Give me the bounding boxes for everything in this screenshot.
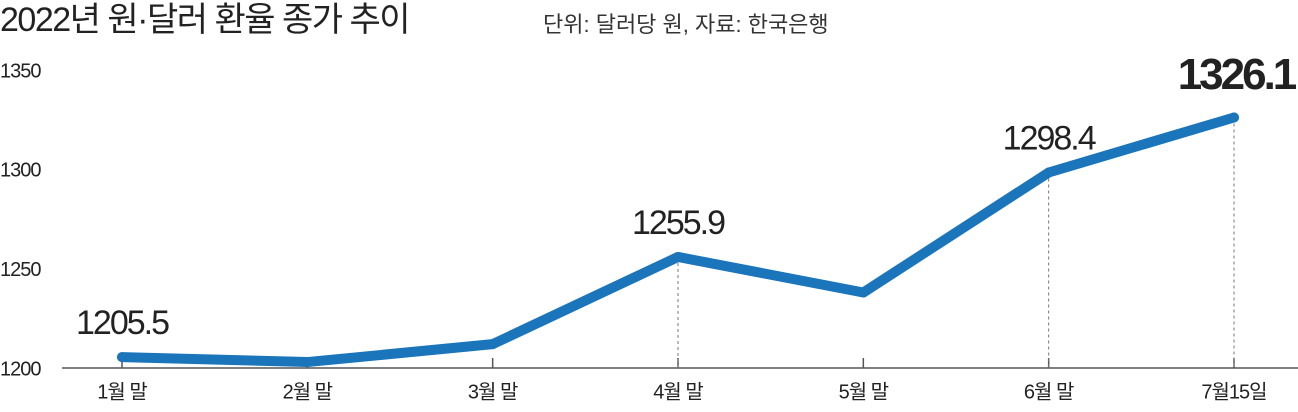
chart-subtitle: 단위: 달러당 원, 자료: 한국은행: [543, 12, 829, 37]
point: [673, 251, 683, 262]
value-label: 1205.5: [76, 304, 169, 342]
x-tick-label: 6월 말: [1024, 380, 1074, 403]
x-tick-label: 2월 말: [283, 380, 333, 403]
y-tick-label: 1200: [0, 358, 41, 380]
y-tick-label: 1250: [0, 259, 41, 281]
point: [487, 339, 498, 350]
y-tick-label: 1300: [0, 160, 41, 182]
x-tick-label: 5월 말: [839, 380, 889, 403]
point: [858, 287, 869, 298]
x-tick-label: 1월 말: [97, 380, 147, 403]
y-tick-label: 1350: [0, 60, 41, 82]
point: [1229, 112, 1239, 123]
x-tick-label: 3월 말: [468, 380, 518, 403]
value-label: 1298.4: [1003, 119, 1096, 157]
x-tick-label: 4월 말: [653, 380, 703, 403]
value-label: 1326.1: [1178, 50, 1297, 99]
value-label: 1255.9: [632, 204, 725, 242]
x-tick-label: 7월15일: [1201, 380, 1266, 403]
point: [117, 352, 127, 363]
chart-title: 2022년 원·달러 환율 종가 추이: [0, 1, 409, 39]
point: [302, 357, 313, 368]
point: [1043, 167, 1054, 178]
